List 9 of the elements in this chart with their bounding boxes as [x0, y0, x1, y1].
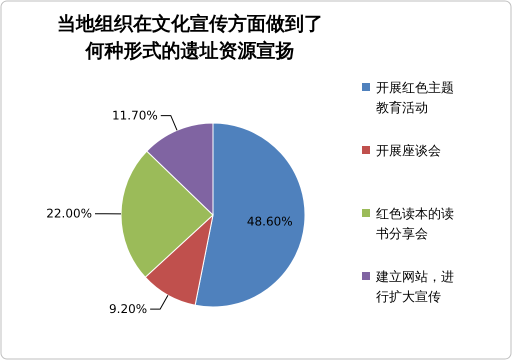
data-label: 9.20%	[109, 302, 148, 316]
data-label: 48.60%	[246, 214, 293, 229]
chart-title: 当地组织在文化宣传方面做到了何种形式的遗址资源宣扬	[57, 13, 323, 62]
legend-label: 开展座谈会	[376, 143, 441, 159]
legend-label: 红色读本的读书分享会	[376, 207, 454, 242]
data-label: 22.00%	[46, 206, 92, 221]
data-label: 11.70%	[112, 108, 158, 123]
legend-label: 开展红色主题教育活动	[376, 80, 454, 116]
legend-label: 建立网站，进行扩大宣传	[375, 269, 454, 305]
